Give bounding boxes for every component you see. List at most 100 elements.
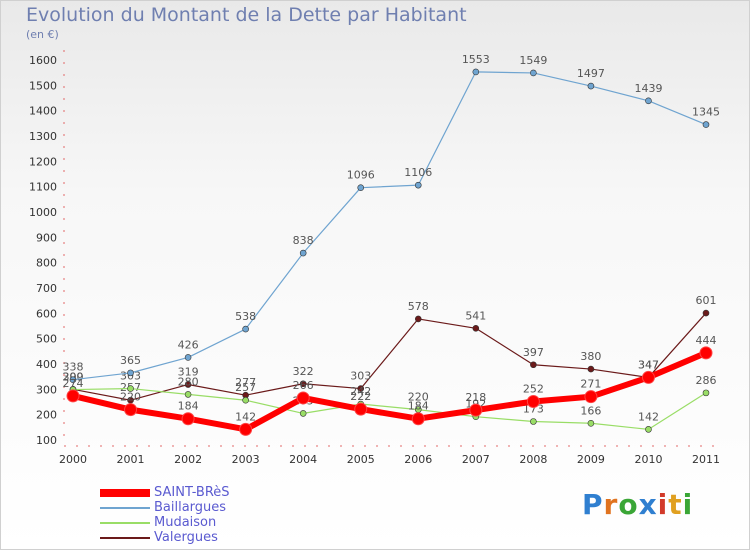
chart-axes: 100 200 300 400 500 600 700 800 900 1000 1100 1200 1…	[29, 50, 720, 466]
y-tick-label: 500	[36, 333, 57, 346]
logo-letter: P	[582, 488, 604, 521]
series-line-mudaison	[72, 387, 707, 430]
data-point-baillargues	[530, 69, 537, 77]
legend-label-valergues: Valergues	[154, 530, 218, 545]
y-tick-label: 1500	[29, 79, 57, 92]
y-tick-label: 800	[36, 257, 57, 270]
data-label-saint-bres: 266	[293, 379, 314, 392]
data-label-saint-bres: 271	[580, 378, 601, 391]
data-point-saint-bres	[124, 403, 138, 417]
logo-letter: i	[682, 488, 694, 521]
x-tick-label: 2011	[692, 453, 720, 466]
data-point-mudaison	[242, 396, 249, 404]
data-point-baillargues	[69, 376, 77, 384]
logo-letter: x	[638, 488, 658, 521]
data-label-saint-bres: 274	[63, 377, 84, 390]
data-point-baillargues	[127, 369, 134, 377]
data-label-saint-bres: 222	[350, 390, 371, 403]
logo-letter: o	[618, 488, 639, 521]
legend-swatch-baillargues	[100, 507, 150, 509]
data-point-valergues	[702, 309, 710, 317]
legend-label-baillargues: Baillargues	[154, 500, 227, 515]
data-label-mudaison: 220	[408, 391, 429, 404]
x-tick-label: 2001	[117, 453, 145, 466]
logo-letter: r	[603, 488, 619, 521]
data-point-valergues	[414, 315, 422, 323]
data-label-baillargues: 365	[120, 354, 141, 367]
data-label-valergues: 541	[465, 309, 486, 322]
logo-letter: t	[668, 488, 683, 521]
y-tick-label: 900	[36, 231, 57, 244]
y-tick-label: 600	[36, 307, 57, 320]
data-label-valergues: 322	[293, 365, 314, 378]
data-label-saint-bres: 347	[638, 358, 659, 371]
x-tick-label: 2000	[59, 453, 87, 466]
data-point-mudaison	[299, 410, 307, 417]
chart-title: Evolution du Montant de la Dette par Hab…	[26, 4, 467, 26]
x-tick-label: 2007	[462, 453, 490, 466]
data-label-valergues: 380	[580, 350, 601, 363]
data-label-valergues: 303	[350, 370, 371, 383]
data-label-valergues: 319	[178, 366, 199, 379]
data-label-valergues: 601	[696, 294, 717, 307]
y-tick-label: 1300	[29, 130, 57, 143]
y-tick-label: 700	[36, 282, 57, 295]
y-tick-label: 100	[36, 434, 57, 447]
data-label-mudaison: 142	[638, 410, 659, 423]
chart-subtitle: (en €)	[26, 28, 59, 41]
data-point-mudaison	[127, 385, 134, 392]
data-label-baillargues: 1553	[462, 53, 490, 66]
data-label-mudaison: 257	[235, 381, 256, 394]
y-tick-label: 1200	[29, 155, 57, 168]
data-label-baillargues: 538	[235, 310, 256, 323]
x-tick-label: 2005	[347, 453, 375, 466]
data-point-baillargues	[587, 82, 595, 90]
legend-label-saint-bres: SAINT-BRèS	[154, 485, 230, 500]
data-label-saint-bres: 142	[235, 410, 256, 423]
series-mudaison: 299303280257205242220192173166142286	[63, 370, 717, 433]
data-point-mudaison	[645, 426, 652, 433]
data-point-saint-bres	[296, 391, 310, 405]
data-point-valergues	[357, 385, 365, 392]
data-label-valergues: 397	[523, 346, 544, 359]
data-point-valergues	[184, 381, 192, 388]
data-point-mudaison	[184, 391, 192, 398]
data-label-saint-bres: 218	[465, 391, 486, 404]
data-label-valergues: 277	[235, 376, 256, 389]
data-label-baillargues: 1345	[692, 106, 720, 119]
legend-swatch-valergues	[100, 537, 150, 539]
legend-label-mudaison: Mudaison	[154, 515, 217, 530]
data-label-baillargues: 1106	[404, 166, 432, 179]
data-label-mudaison: 166	[580, 404, 601, 417]
data-label-saint-bres: 252	[523, 382, 544, 395]
data-point-saint-bres	[526, 394, 540, 408]
data-label-mudaison: 173	[523, 403, 544, 416]
x-tick-label: 2002	[174, 453, 202, 466]
data-point-baillargues	[357, 184, 365, 191]
series-line-saint-bres	[72, 350, 708, 433]
data-label-saint-bres: 444	[696, 334, 717, 347]
data-label-baillargues: 1439	[634, 82, 662, 95]
data-label-baillargues: 1549	[519, 54, 547, 67]
x-tick-label: 2008	[519, 453, 547, 466]
series-baillargues: 338 365 426 538 838 1096 1106 1553 1549 1497 1439 1…	[63, 53, 720, 384]
data-point-baillargues	[645, 97, 652, 105]
data-point-baillargues	[414, 181, 422, 189]
data-label-saint-bres: 184	[408, 400, 429, 413]
data-label-mudaison: 280	[178, 375, 199, 388]
x-tick-label: 2009	[577, 453, 605, 466]
series-line-valergues	[72, 312, 707, 401]
data-point-baillargues	[242, 325, 249, 333]
y-tick-label: 400	[36, 358, 57, 371]
y-tick-label: 1100	[29, 181, 57, 194]
data-label-valergues: 578	[408, 300, 429, 313]
y-tick-label: 300	[36, 383, 57, 396]
series-layer: 3002573192773223035785413973803476012993…	[63, 53, 720, 436]
proxiti-logo: Proxiti	[582, 488, 693, 521]
data-label-mudaison: 242	[350, 385, 371, 398]
legend-swatch-mudaison	[100, 522, 150, 524]
data-label-saint-bres: 184	[178, 400, 199, 413]
x-tick-label: 2006	[404, 453, 432, 466]
x-tick-label: 2003	[232, 453, 260, 466]
data-point-valergues	[530, 361, 537, 369]
